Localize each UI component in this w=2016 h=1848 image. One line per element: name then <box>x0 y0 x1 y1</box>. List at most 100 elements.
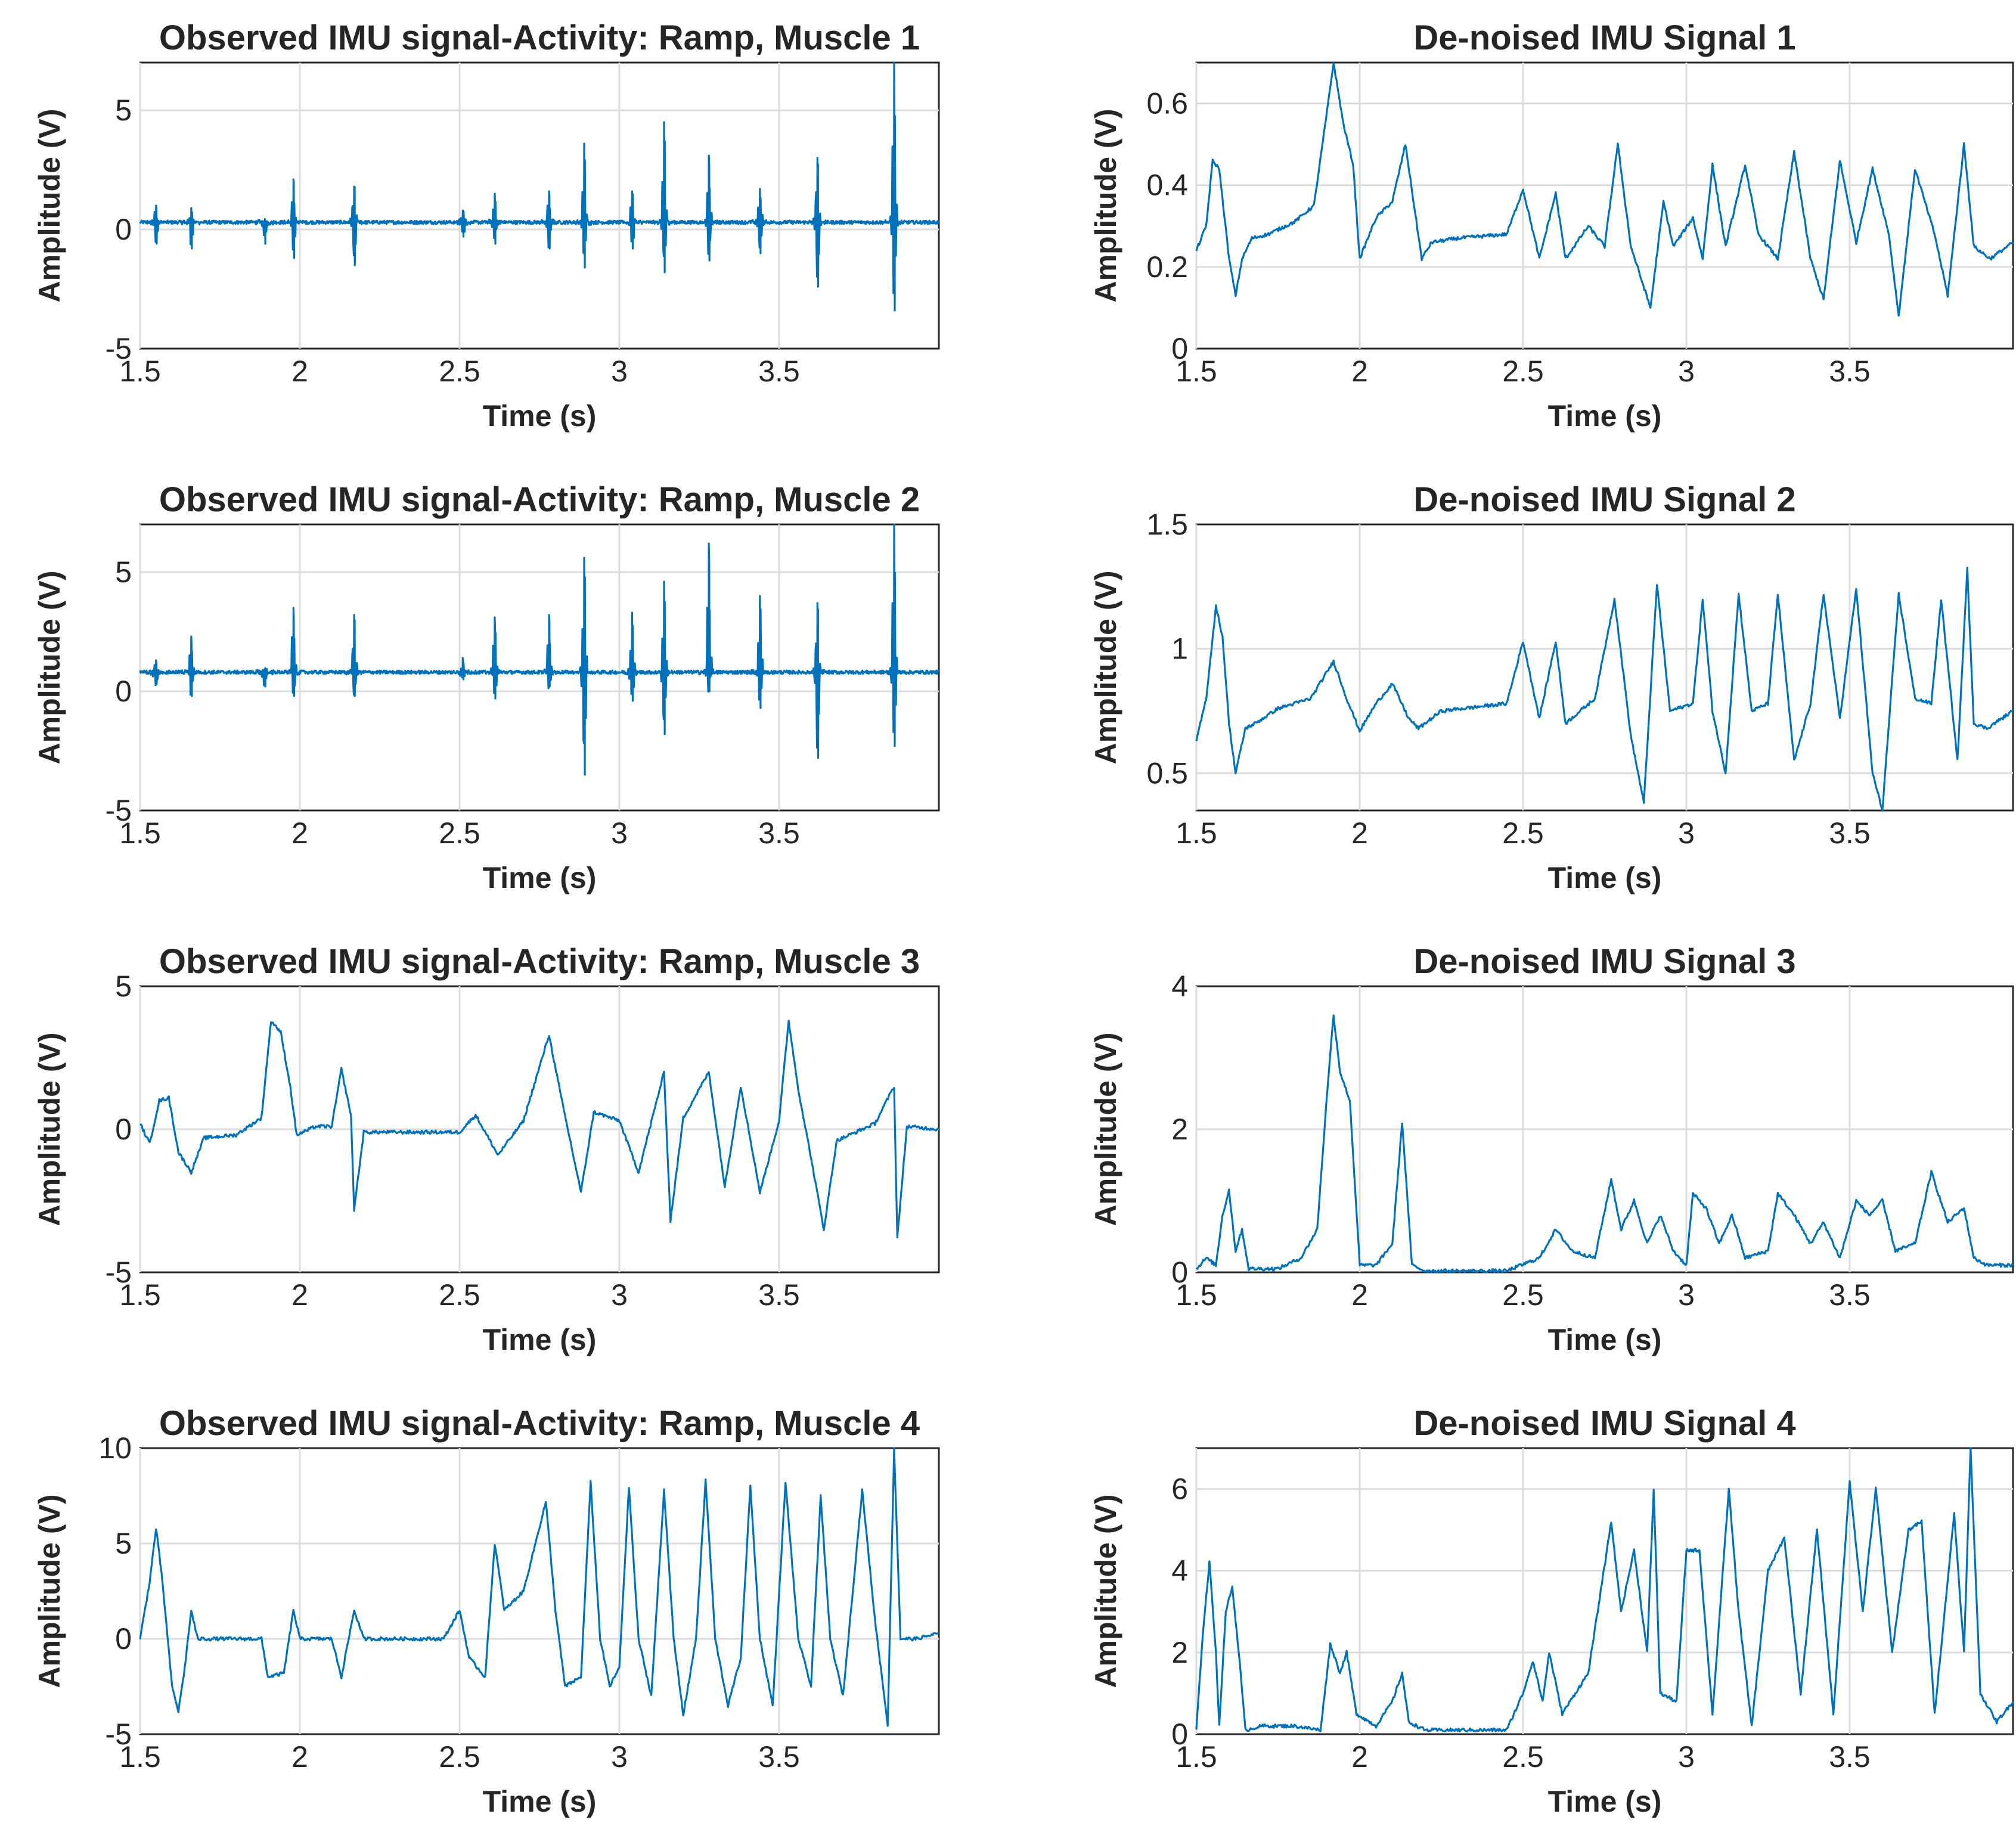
y-tick-label: 0 <box>1171 1717 1188 1751</box>
x-tick-label: 3 <box>1678 816 1695 850</box>
y-tick-label: -5 <box>106 1256 132 1289</box>
plot-area <box>139 61 940 350</box>
y-axis-label: Amplitude (V) <box>1089 109 1122 303</box>
signal-trace <box>1195 567 2014 812</box>
y-tick-label: 5 <box>115 970 132 1003</box>
x-tick-label: 1.5 <box>1176 1278 1217 1312</box>
x-tick-label: 3 <box>1678 1740 1695 1774</box>
plot-area <box>1195 523 2014 812</box>
chart-title: De-noised IMU Signal 4 <box>1413 1404 1795 1443</box>
x-axis-label: Time (s) <box>483 1785 597 1818</box>
signal-trace <box>1195 1014 2014 1274</box>
y-tick-label: 0.5 <box>1146 756 1188 790</box>
x-tick-label: 1.5 <box>1176 355 1217 388</box>
y-tick-label: 5 <box>115 1527 132 1560</box>
subplot-2: 1.5 2 2.5 3 3.5 0 0.2 0.4 0.6 De-noised IMU Signa… <box>1089 18 2014 433</box>
x-axis-label: Time (s) <box>483 861 597 895</box>
x-tick-label: 3 <box>611 355 628 388</box>
x-tick-label: 2.5 <box>439 1740 480 1774</box>
y-tick-label: 1 <box>1171 632 1188 666</box>
subplot-4: 1.5 2 2.5 3 3.5 0.5 1 1.5 De-noised IMU Signal 2… <box>1089 480 2014 895</box>
y-axis-label: Amplitude (V) <box>33 1033 66 1226</box>
x-tick-label: 3 <box>611 1278 628 1312</box>
y-axis-label: Amplitude (V) <box>1089 1033 1122 1226</box>
x-axis-label: Time (s) <box>483 399 597 433</box>
signal-trace <box>1195 1447 2014 1733</box>
plot-area <box>139 1447 940 1735</box>
y-tick-label: 0 <box>115 1113 132 1146</box>
subplot-6: 1.5 2 2.5 3 3.5 0 2 4 De-noised IMU Signal 3 Time… <box>1089 942 2014 1356</box>
x-tick-label: 2 <box>1351 816 1368 850</box>
y-axis-label: Amplitude (V) <box>1089 1495 1122 1688</box>
x-tick-label: 2 <box>291 1278 308 1312</box>
y-tick-label: 2 <box>1171 1113 1188 1146</box>
y-tick-label: 2 <box>1171 1636 1188 1669</box>
signal-trace <box>139 523 939 776</box>
chart-title: De-noised IMU Signal 2 <box>1413 480 1795 519</box>
signal-trace <box>139 1447 939 1727</box>
x-tick-label: 1.5 <box>119 816 161 850</box>
x-axis-label: Time (s) <box>1548 1785 1662 1818</box>
y-tick-label: 4 <box>1171 970 1188 1003</box>
x-tick-label: 3.5 <box>758 355 800 388</box>
y-tick-label: 5 <box>115 94 132 127</box>
x-tick-label: 3.5 <box>1829 816 1871 850</box>
y-tick-label: -5 <box>106 1717 132 1751</box>
y-tick-label: 0 <box>1171 332 1188 365</box>
chart-title: Observed IMU signal-Activity: Ramp, Musc… <box>159 942 920 981</box>
chart-title: De-noised IMU Signal 1 <box>1413 18 1795 57</box>
y-tick-label: 0.6 <box>1146 87 1188 120</box>
x-tick-label: 2 <box>291 816 308 850</box>
plot-area <box>1195 1447 2014 1735</box>
x-tick-label: 3.5 <box>758 816 800 850</box>
chart-title: Observed IMU signal-Activity: Ramp, Musc… <box>159 1404 920 1443</box>
x-tick-label: 3.5 <box>1829 355 1871 388</box>
y-tick-label: 0.2 <box>1146 250 1188 284</box>
y-tick-label: 1.5 <box>1146 508 1188 541</box>
signal-trace <box>1195 62 2014 317</box>
y-axis-label: Amplitude (V) <box>33 109 66 303</box>
y-tick-label: 0 <box>115 675 132 708</box>
x-tick-label: 3 <box>1678 1278 1695 1312</box>
subplot-8: 1.5 2 2.5 3 3.5 0 2 4 6 De-noised IMU Signal 4 Tim… <box>1089 1404 2014 1818</box>
x-tick-label: 1.5 <box>119 355 161 388</box>
x-tick-label: 3.5 <box>1829 1740 1871 1774</box>
subplot-7: 1.5 2 2.5 3 3.5 -5 0 5 10 Observed IMU signal-Act… <box>33 1404 940 1818</box>
x-axis-label: Time (s) <box>1548 861 1662 895</box>
y-axis-label: Amplitude (V) <box>33 571 66 765</box>
x-tick-label: 1.5 <box>1176 816 1217 850</box>
x-tick-label: 3 <box>1678 355 1695 388</box>
x-axis-label: Time (s) <box>483 1323 597 1356</box>
y-axis-label: Amplitude (V) <box>33 1495 66 1688</box>
y-tick-label: 0.4 <box>1146 169 1188 202</box>
x-tick-label: 2.5 <box>439 1278 480 1312</box>
y-tick-label: 0 <box>115 1622 132 1656</box>
x-tick-label: 2 <box>1351 1278 1368 1312</box>
subplot-5: 1.5 2 2.5 3 3.5 -5 0 5 Observed IMU signal-Activ… <box>33 942 940 1356</box>
x-tick-label: 2 <box>291 1740 308 1774</box>
subplot-3: 1.5 2 2.5 3 3.5 -5 0 5 Observed IMU signal-Activ… <box>33 480 940 895</box>
x-tick-label: 2.5 <box>1502 355 1544 388</box>
x-axis-label: Time (s) <box>1548 399 1662 433</box>
x-tick-label: 1.5 <box>119 1740 161 1774</box>
signal-trace <box>139 61 940 312</box>
x-tick-label: 2 <box>1351 355 1368 388</box>
y-tick-label: 6 <box>1171 1473 1188 1506</box>
y-tick-label: 10 <box>98 1431 132 1465</box>
y-axis-label: Amplitude (V) <box>1089 571 1122 765</box>
chart-title: Observed IMU signal-Activity: Ramp, Musc… <box>159 480 920 519</box>
chart-title: De-noised IMU Signal 3 <box>1413 942 1795 981</box>
x-tick-label: 2 <box>1351 1740 1368 1774</box>
x-axis-label: Time (s) <box>1548 1323 1662 1356</box>
x-tick-label: 3.5 <box>758 1740 800 1774</box>
x-tick-label: 1.5 <box>119 1278 161 1312</box>
x-tick-label: 3.5 <box>1829 1278 1871 1312</box>
x-tick-label: 2.5 <box>439 355 480 388</box>
chart-title: Observed IMU signal-Activity: Ramp, Musc… <box>159 18 920 57</box>
x-tick-label: 2.5 <box>1502 1278 1544 1312</box>
y-tick-label: -5 <box>106 794 132 827</box>
y-tick-label: 0 <box>115 213 132 246</box>
x-tick-label: 3.5 <box>758 1278 800 1312</box>
signal-trace <box>139 1020 939 1238</box>
